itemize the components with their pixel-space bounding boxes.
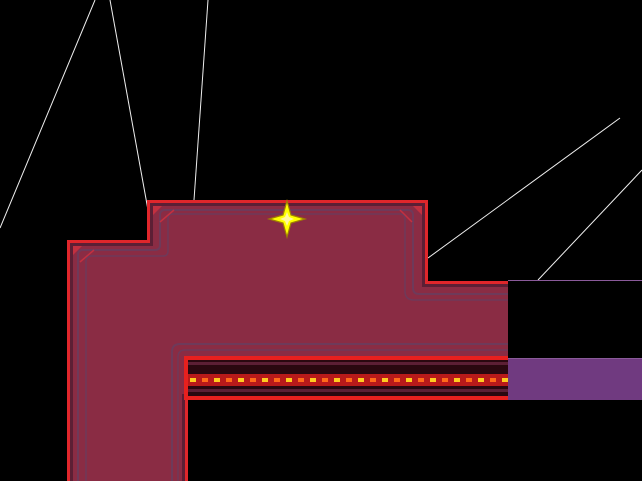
floor-inner-trim (85, 213, 508, 481)
conveyor-rail (188, 362, 508, 365)
void-wire-lines (0, 0, 642, 281)
corner-mark (399, 206, 422, 223)
conveyor-stripe (250, 378, 256, 382)
corner-mark (153, 206, 175, 223)
conveyor-stripe (346, 378, 352, 382)
conveyor-stripe (502, 378, 508, 382)
conveyor-stripe (406, 378, 412, 382)
dark-doorway (508, 280, 642, 358)
conveyor-stripes (190, 378, 508, 382)
conveyor-belt (184, 356, 508, 400)
conveyor-stripe (298, 378, 304, 382)
conveyor-rail (188, 389, 508, 392)
wire-line (0, 0, 96, 229)
conveyor-stripe (466, 378, 472, 382)
conveyor-stripe (310, 378, 316, 382)
wire-line (427, 117, 621, 259)
corner-mark (73, 246, 95, 263)
floor (67, 200, 508, 481)
conveyor-stripe (418, 378, 424, 382)
conveyor-stripe (394, 378, 400, 382)
conveyor-stripe (274, 378, 280, 382)
floor-inner-trim (77, 209, 508, 481)
conveyor-stripe (490, 378, 496, 382)
conveyor-stripe (370, 378, 376, 382)
conveyor-stripe (454, 378, 460, 382)
sparkle-core (280, 212, 294, 226)
conveyor-stripe (286, 378, 292, 382)
conveyor-stripe (442, 378, 448, 382)
conveyor-stripe (478, 378, 484, 382)
wire-line (109, 0, 149, 211)
conveyor-stripe (334, 378, 340, 382)
save-point[interactable] (266, 198, 308, 240)
wire-line (193, 0, 209, 201)
conveyor-stripe (214, 378, 220, 382)
conveyor-stripe (262, 378, 268, 382)
conveyor-stripe (430, 378, 436, 382)
floor-inner-trim (171, 343, 508, 481)
conveyor-stripe (238, 378, 244, 382)
conveyor-stripe (322, 378, 328, 382)
conveyor-stripe (190, 378, 196, 382)
conveyor-stripe (382, 378, 388, 382)
conveyor-stripe (202, 378, 208, 382)
conveyor-stripe (226, 378, 232, 382)
purple-block (508, 280, 642, 400)
purple-ledge (508, 358, 642, 400)
floor-inner-trim (177, 349, 508, 481)
conveyor-stripe (358, 378, 364, 382)
wire-line (537, 169, 642, 281)
